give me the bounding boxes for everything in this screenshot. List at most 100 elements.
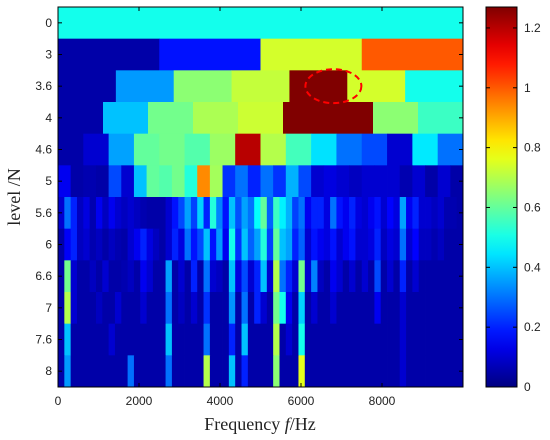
heatmap-cell [238,102,284,135]
heatmap-cell [374,292,382,325]
heatmap-cell [374,228,382,261]
y-tick-label: 0 [45,16,52,30]
heatmap-cell [431,260,439,293]
colorbar [485,6,518,388]
heatmap-cell [193,102,239,135]
heatmap-cell [184,323,192,356]
heatmap-cell [399,165,413,198]
heatmap-cell [222,260,230,293]
heatmap-cell [178,323,185,356]
heatmap-cell [425,228,432,261]
heatmap-cell [209,355,217,388]
x-tick-label: 4000 [207,394,234,408]
heatmap-cell [203,228,211,261]
heatmap-cell [304,355,312,388]
heatmap-cell [260,197,268,230]
heatmap-cell [412,133,439,166]
heatmap-cell [336,133,363,166]
heatmap-cell [76,355,84,388]
heatmap-cell [317,260,325,293]
heatmap-cell [58,133,84,166]
heatmap-cell [285,228,293,261]
heatmap-cell [317,323,325,356]
heatmap-cell [222,165,236,198]
heatmap-cell [361,165,375,198]
heatmap-cell [228,355,236,388]
heatmap-cell [285,165,299,198]
heatmap-cell [380,323,388,356]
heatmap-cell [146,292,154,325]
heatmap-cell [425,165,439,198]
heatmap-cell [387,133,413,166]
heatmap-cell [241,323,249,356]
heatmap-cell [171,165,185,198]
heatmap-cell [133,133,160,166]
heatmap-cell [361,197,369,230]
heatmap-cell [146,355,154,388]
heatmap-cell [292,228,299,261]
heatmap-cell [184,260,192,293]
heatmap-cell [140,228,147,261]
heatmap-cell [121,165,135,198]
heatmap-cell [406,323,413,356]
heatmap-cell [171,228,179,261]
heatmap-cell [355,323,363,356]
heatmap-cell [83,355,91,388]
heatmap-cell [203,292,211,325]
heatmap-cell [114,292,122,325]
heatmap-cell [127,228,135,261]
heatmap-cell [247,292,255,325]
heatmap-cell [273,228,280,261]
heatmap-cell [216,260,223,293]
heatmap-cell [184,197,192,230]
heatmap-cell [450,260,458,293]
heatmap-cell [133,165,147,198]
heatmap-cell [108,133,135,166]
heatmap-cell [328,102,374,135]
heatmap-cell [279,355,287,388]
heatmap-cell [241,355,249,388]
heatmap-cell [285,292,293,325]
heatmap-cell [405,70,464,103]
heatmap-cell [361,292,369,325]
y-tick-label: 5 [45,174,52,188]
heatmap-cell [292,260,299,293]
heatmap-cell [279,260,287,293]
heatmap-cell [361,38,464,71]
heatmap-cell [58,102,104,135]
heatmap-cell [203,260,211,293]
heatmap-cell [317,197,325,230]
heatmap-cell [266,228,274,261]
heatmap-cell [437,355,445,388]
heatmap-cell [342,323,350,356]
heatmap-cell [425,323,432,356]
heatmap-cell [235,197,242,230]
heatmap-cell [146,260,154,293]
heatmap-cell [159,197,166,230]
heatmap-cell [418,323,426,356]
heatmap-cell [64,228,72,261]
heatmap-cell [83,323,91,356]
heatmap-cell [285,197,293,230]
heatmap-cell [140,355,147,388]
heatmap-cell [127,260,135,293]
heatmap-cell [418,260,426,293]
heatmap-cell [298,197,306,230]
heatmap-cell [292,197,299,230]
heatmap-cell [330,228,337,261]
heatmap-cell [70,260,78,293]
heatmap-cell [387,355,394,388]
heatmap-cell [148,102,194,135]
heatmap-cell [231,70,290,103]
colorbar-tick-label: 0.8 [524,141,541,155]
y-tick-label: 7.6 [35,333,52,347]
heatmap-cell [431,355,439,388]
heatmap-cell [393,260,401,293]
heatmap-cell [292,323,299,356]
heatmap-cell [406,355,413,388]
heatmap-cell [121,355,129,388]
heatmap-cell [241,197,249,230]
heatmap-cell [83,165,97,198]
heatmap-cell [399,197,407,230]
heatmap-cell [254,292,261,325]
